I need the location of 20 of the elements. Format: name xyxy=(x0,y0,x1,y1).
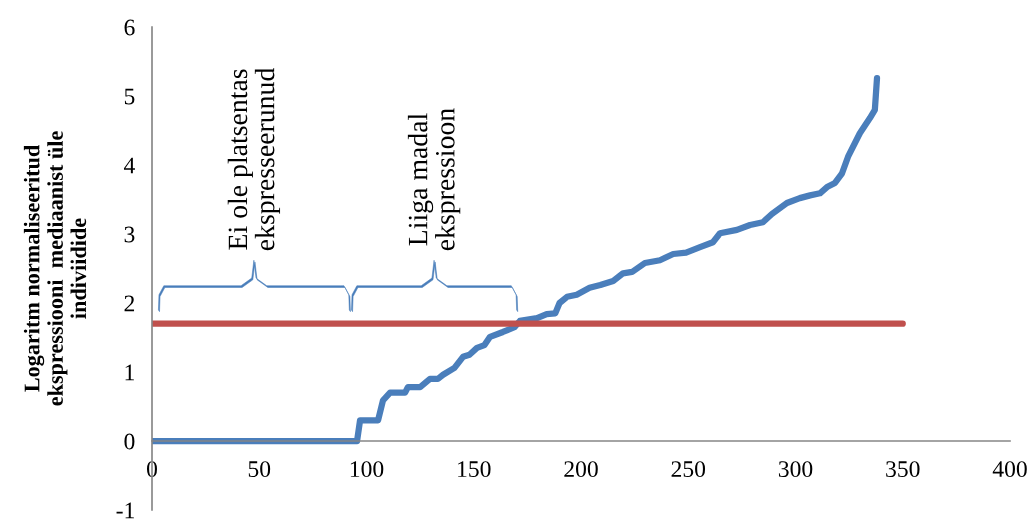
x-tick-label: 300 xyxy=(778,461,813,478)
annotation: Ei ole platsentas ekspresseerunud xyxy=(227,68,281,251)
x-tick-label: 200 xyxy=(564,461,598,478)
y-tick-label: -1 xyxy=(116,502,134,519)
y-tick-label: 4 xyxy=(123,157,135,174)
y-tick-label: 0 xyxy=(124,433,135,450)
y-tick-label: 1 xyxy=(125,364,134,381)
y-tick-label: 6 xyxy=(124,19,135,36)
x-tick-label: 50 xyxy=(248,461,271,478)
x-tick-label: 0 xyxy=(147,461,157,478)
y-axis-title: Logaritm normaliseeritud ekspressiooni mediaanist üle indiviidide xyxy=(23,131,87,406)
annotation: Liiga madal ekspressioon xyxy=(407,108,461,251)
x-tick-label: 250 xyxy=(671,461,706,478)
y-tick-label: 3 xyxy=(124,226,135,243)
y-tick-label: 2 xyxy=(124,295,135,312)
x-tick-label: 100 xyxy=(350,461,384,478)
x-tick-label: 150 xyxy=(458,461,491,478)
x-tick-label: 400 xyxy=(992,461,1027,478)
x-tick-label: 350 xyxy=(886,461,920,478)
y-tick-label: 5 xyxy=(124,88,135,105)
